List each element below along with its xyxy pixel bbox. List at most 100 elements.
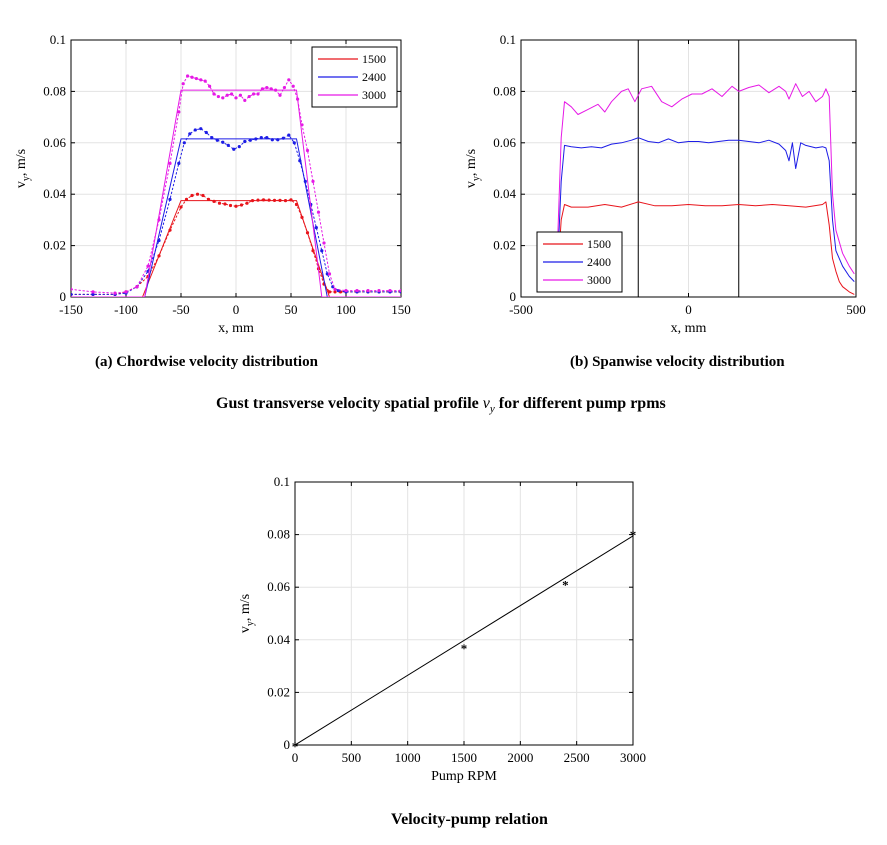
series-3000-point bbox=[282, 85, 286, 90]
x-tick-label: 2500 bbox=[564, 750, 590, 765]
y-tick-label: 0.08 bbox=[493, 83, 516, 98]
x-axis-label: x, mm bbox=[218, 321, 254, 336]
x-tick-label: 0 bbox=[685, 302, 692, 317]
series-3000-point bbox=[234, 96, 238, 100]
suptitle-pre: Gust transverse velocity spatial profile bbox=[216, 395, 483, 412]
plot-area bbox=[554, 40, 855, 297]
series-3000-point bbox=[316, 210, 321, 214]
series-1500-point bbox=[239, 203, 244, 207]
series-3000-point bbox=[243, 98, 247, 102]
data-point-marker: * bbox=[461, 641, 468, 656]
series-3000-point bbox=[212, 92, 216, 96]
x-axis-label: x, mm bbox=[671, 321, 707, 336]
series-2400-point bbox=[71, 292, 73, 297]
legend-label-1500: 1500 bbox=[362, 52, 386, 66]
series-3000-point bbox=[230, 92, 234, 96]
series-3000-point bbox=[269, 87, 273, 91]
series-3000-point bbox=[399, 288, 401, 293]
series-1500-line bbox=[554, 201, 855, 295]
series-2400-point bbox=[226, 143, 230, 147]
legend-label-3000: 3000 bbox=[362, 88, 386, 102]
plot-area bbox=[295, 535, 633, 745]
x-tick-label: -100 bbox=[114, 302, 138, 317]
y-tick-label: 0.06 bbox=[267, 579, 290, 594]
series-1500-point bbox=[311, 249, 315, 253]
series-3000-point bbox=[291, 84, 295, 88]
y-axis-label-main: v bbox=[14, 181, 29, 188]
y-axis-label-main: v bbox=[238, 626, 253, 633]
series-3000-point bbox=[333, 287, 337, 291]
series-2400-point bbox=[325, 272, 329, 276]
series-1500-point bbox=[278, 198, 282, 202]
series-3000-point bbox=[225, 93, 229, 97]
suptitle-subscript: y bbox=[489, 403, 495, 416]
series-3000-point bbox=[305, 148, 310, 153]
series-1500-point bbox=[195, 192, 200, 196]
x-tick-label: 500 bbox=[846, 302, 866, 317]
series-2400-point bbox=[168, 197, 172, 201]
y-tick-label: 0.1 bbox=[50, 32, 66, 47]
series-2400-point bbox=[237, 145, 241, 149]
series-2400-point bbox=[298, 159, 302, 163]
series-3000-point bbox=[265, 85, 269, 90]
series-2400-point bbox=[292, 141, 296, 145]
series-2400-point bbox=[259, 136, 263, 140]
series-3000-line bbox=[554, 83, 855, 290]
series-3000-point bbox=[377, 288, 381, 293]
series-3000-point bbox=[71, 287, 73, 291]
series-2400-point bbox=[314, 226, 318, 230]
series-2400-point bbox=[270, 138, 274, 142]
series-3000-point bbox=[260, 87, 264, 91]
series-3000-point bbox=[296, 97, 300, 101]
series-1500-point bbox=[184, 197, 189, 201]
y-axis-label-sub: y bbox=[245, 621, 256, 626]
y-tick-label: 0.02 bbox=[493, 238, 516, 253]
suptitle-post: for different pump rpms bbox=[494, 395, 666, 412]
series-3000-point bbox=[274, 88, 278, 92]
x-tick-label: 150 bbox=[391, 302, 411, 317]
series-1500-point bbox=[305, 231, 310, 235]
series-1500-point bbox=[157, 254, 161, 258]
series-2400-point bbox=[188, 132, 192, 136]
series-2400-point bbox=[281, 136, 285, 140]
series-2400-point bbox=[215, 138, 219, 142]
series-3000-point bbox=[355, 288, 359, 293]
series-3000-point bbox=[168, 161, 172, 165]
x-tick-label: -50 bbox=[172, 302, 189, 317]
series-3000-point bbox=[216, 94, 220, 99]
series-1500-point bbox=[267, 198, 271, 202]
series-3000-point bbox=[177, 110, 181, 114]
y-tick-label: 0.06 bbox=[43, 135, 66, 150]
y-tick-label: 0 bbox=[60, 289, 67, 304]
y-tick-label: 0 bbox=[284, 737, 291, 752]
series-2400-line bbox=[554, 137, 855, 290]
series-2400-point bbox=[157, 238, 161, 243]
y-axis-label-unit: , m/s bbox=[14, 149, 29, 176]
y-tick-label: 0 bbox=[510, 289, 517, 304]
series-3000-point bbox=[311, 179, 315, 183]
series-3000-point bbox=[91, 290, 95, 294]
series-3000-point bbox=[194, 76, 198, 81]
series-2400-point bbox=[91, 292, 95, 297]
y-axis-label-sub: y bbox=[21, 176, 32, 181]
series-2400-point bbox=[320, 249, 324, 253]
x-tick-label: 50 bbox=[285, 302, 298, 317]
chart-chordwise: -150 -100 -50 0 50 100 15000.020.040.060.080.1… bbox=[14, 32, 411, 336]
series-3000-point bbox=[113, 291, 117, 295]
series-3000-point bbox=[186, 74, 190, 78]
series-2400-point bbox=[193, 128, 197, 132]
series-3000-point bbox=[327, 272, 332, 276]
series-1500-point bbox=[289, 198, 293, 202]
x-axis-label: Pump RPM bbox=[431, 769, 497, 784]
y-tick-label: 0.08 bbox=[267, 527, 290, 542]
y-tick-label: 0.06 bbox=[493, 135, 516, 150]
y-axis-label-sub: y bbox=[471, 176, 482, 181]
series-1500-point bbox=[179, 205, 183, 209]
x-tick-label: 3000 bbox=[620, 750, 646, 765]
legend-label-1500: 1500 bbox=[587, 237, 611, 251]
series-1500-point bbox=[206, 197, 211, 201]
series-1500-point bbox=[234, 204, 238, 208]
series-2400-point bbox=[199, 127, 203, 131]
